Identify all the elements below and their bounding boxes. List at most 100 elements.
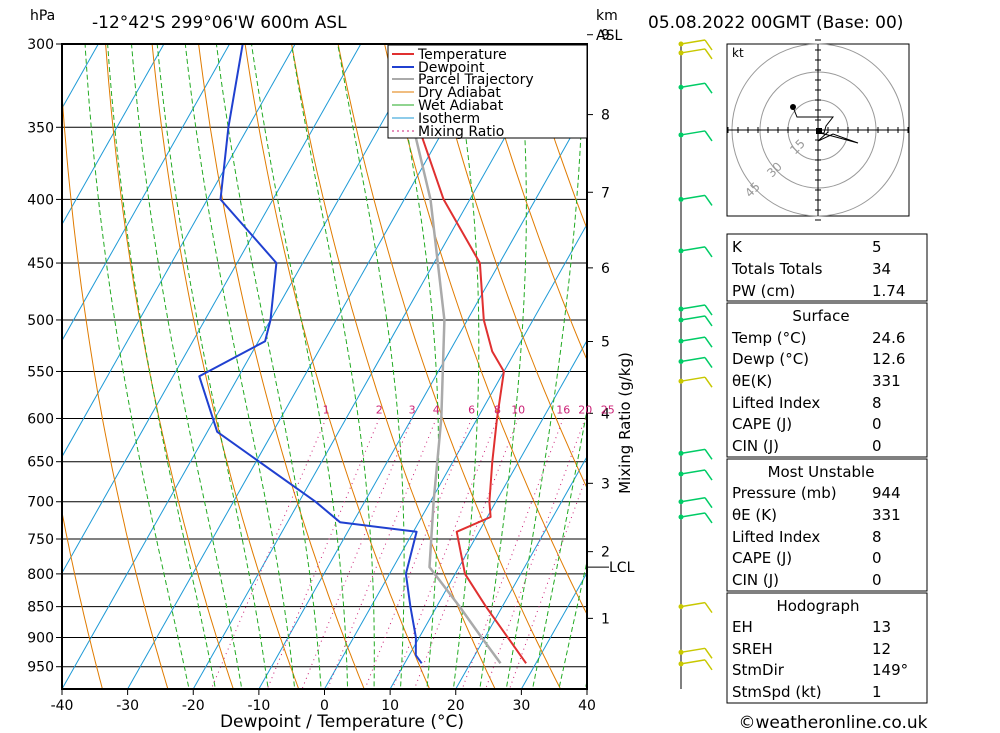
wet-adiabat bbox=[479, 44, 527, 689]
dry-adiabat bbox=[291, 44, 496, 689]
legend-mixing-ratio: Mixing Ratio bbox=[418, 124, 504, 140]
wind-barb-flag bbox=[704, 469, 713, 481]
wind-barb-flag bbox=[704, 647, 713, 659]
totals-totals-value: 34 bbox=[872, 260, 891, 278]
wind-level-dot bbox=[678, 649, 684, 655]
mu-pressure-value: 944 bbox=[872, 484, 901, 502]
plot-background-lines bbox=[62, 44, 587, 689]
mu-cin-value: 0 bbox=[872, 571, 882, 589]
height-tick-label-1: 1 bbox=[601, 611, 610, 627]
sreh-value: 12 bbox=[872, 640, 891, 658]
surface-theta-value: 331 bbox=[872, 372, 901, 390]
hodograph-start-dot bbox=[790, 104, 796, 110]
wind-barb-flag bbox=[704, 497, 713, 509]
pressure-tick-label-800: 800 bbox=[27, 567, 54, 583]
wind-barb-shaft bbox=[680, 512, 706, 518]
pressure-tick-label-850: 850 bbox=[27, 600, 54, 616]
stmspd-label: StmSpd (kt) bbox=[732, 683, 822, 701]
height-tick-label-9: 9 bbox=[601, 28, 610, 44]
dewpoint-line bbox=[198, 44, 423, 664]
mixing-ratio-label-25: 25 bbox=[601, 403, 615, 416]
dry-adiabat bbox=[337, 44, 561, 689]
pressure-tick-label-650: 650 bbox=[27, 455, 54, 471]
wet-adiabat bbox=[131, 44, 243, 689]
stmspd-value: 1 bbox=[872, 683, 882, 701]
wind-barb-flag bbox=[704, 602, 713, 614]
wind-barb-flag bbox=[704, 512, 713, 524]
mixing-ratio-label-16: 16 bbox=[556, 403, 570, 416]
wind-barb-flag bbox=[704, 246, 713, 258]
wind-barb-shaft bbox=[680, 48, 706, 54]
location-title: -12°42'S 299°06'W 600m ASL bbox=[92, 13, 347, 33]
wet-adiabat bbox=[84, 44, 190, 689]
pressure-tick-label-900: 900 bbox=[27, 631, 54, 647]
temp-tick-label--30: -30 bbox=[116, 698, 139, 714]
dry-adiabat bbox=[477, 44, 587, 362]
hodograph: kt 15 30 45 bbox=[726, 39, 910, 221]
mixing-ratio-label-6: 6 bbox=[468, 403, 475, 416]
pressure-tick-label-700: 700 bbox=[27, 495, 54, 511]
surface-cin-label: CIN (J) bbox=[732, 437, 779, 455]
parcel-trajectory-line bbox=[392, 44, 502, 665]
wind-barb-flag bbox=[704, 304, 713, 316]
wind-barb-shaft bbox=[680, 336, 706, 342]
eh-value: 13 bbox=[872, 618, 891, 636]
temp-tick-label-10: 10 bbox=[381, 698, 399, 714]
surface-title: Surface bbox=[792, 307, 849, 325]
mixing-ratio-line-6 bbox=[364, 418, 473, 689]
surface-theta-label: θE(K) bbox=[732, 372, 772, 390]
wind-barb-flag bbox=[704, 194, 713, 206]
wind-barb-flag bbox=[704, 659, 713, 671]
isotherm--20 bbox=[192, 44, 559, 689]
dry-adiabat bbox=[244, 44, 431, 689]
legend: Temperature Dewpoint Parcel Trajectory D… bbox=[387, 44, 588, 140]
wet-adiabat bbox=[337, 44, 405, 689]
dry-adiabat bbox=[430, 44, 587, 490]
mixing-ratio-line-1 bbox=[210, 418, 327, 689]
legend-parcel: Parcel Trajectory bbox=[418, 72, 534, 88]
dry-adiabat bbox=[198, 44, 365, 689]
pressure-tick-label-750: 750 bbox=[27, 532, 54, 548]
wind-level-dot bbox=[678, 514, 684, 520]
wind-barb-shaft bbox=[680, 39, 706, 45]
legend-dewpoint: Dewpoint bbox=[418, 60, 485, 76]
wind-level-dot bbox=[678, 338, 684, 344]
mixing-ratio-label-2: 2 bbox=[376, 403, 383, 416]
mixing-ratio-line-20 bbox=[485, 418, 586, 689]
surface-dewp-label: Dewp (°C) bbox=[732, 350, 809, 368]
k-index-value: 5 bbox=[872, 238, 882, 256]
mu-theta-value: 331 bbox=[872, 506, 901, 524]
wind-level-dot bbox=[678, 378, 684, 384]
surface-cape-label: CAPE (J) bbox=[732, 415, 792, 433]
mixing-ratio-label-10: 10 bbox=[511, 403, 525, 416]
legend-wet-adiabat: Wet Adiabat bbox=[418, 98, 504, 114]
mixing-ratio-label-3: 3 bbox=[409, 403, 416, 416]
height-tick-label-3: 3 bbox=[601, 476, 610, 492]
wind-barb-shaft bbox=[680, 356, 706, 363]
copyright-footer: ©weatheronline.co.uk bbox=[738, 713, 927, 733]
wet-adiabat bbox=[558, 559, 587, 689]
wet-adiabat bbox=[156, 44, 269, 689]
mixing-ratio-line-25 bbox=[509, 473, 587, 689]
pressure-tick-label-300: 300 bbox=[27, 37, 54, 53]
surface-li-value: 8 bbox=[872, 394, 882, 412]
pressure-tick-label-550: 550 bbox=[27, 364, 54, 380]
isotherm--80 bbox=[62, 44, 165, 226]
stmdir-label: StmDir bbox=[732, 661, 785, 679]
isotherm-0 bbox=[324, 223, 587, 689]
mixing-ratio-line-10 bbox=[413, 418, 519, 689]
asl-label: ASL bbox=[596, 28, 622, 44]
wind-barb-flag bbox=[704, 357, 713, 368]
mu-theta-label: θE (K) bbox=[732, 506, 777, 524]
wet-adiabat bbox=[531, 407, 587, 689]
surface-dewp-value: 12.6 bbox=[872, 350, 905, 368]
mu-cin-label: CIN (J) bbox=[732, 571, 779, 589]
wind-barb-shaft bbox=[680, 601, 706, 608]
wet-adiabat bbox=[251, 44, 349, 689]
stmdir-value: 149° bbox=[872, 661, 908, 679]
wind-level-dot bbox=[678, 41, 684, 47]
plot-axes: 3003504004505005506006507007508008509009… bbox=[27, 28, 634, 714]
wind-barb-profile bbox=[678, 39, 713, 689]
dry-adiabat bbox=[151, 44, 300, 689]
date-title: 05.08.2022 00GMT (Base: 00) bbox=[648, 13, 903, 33]
